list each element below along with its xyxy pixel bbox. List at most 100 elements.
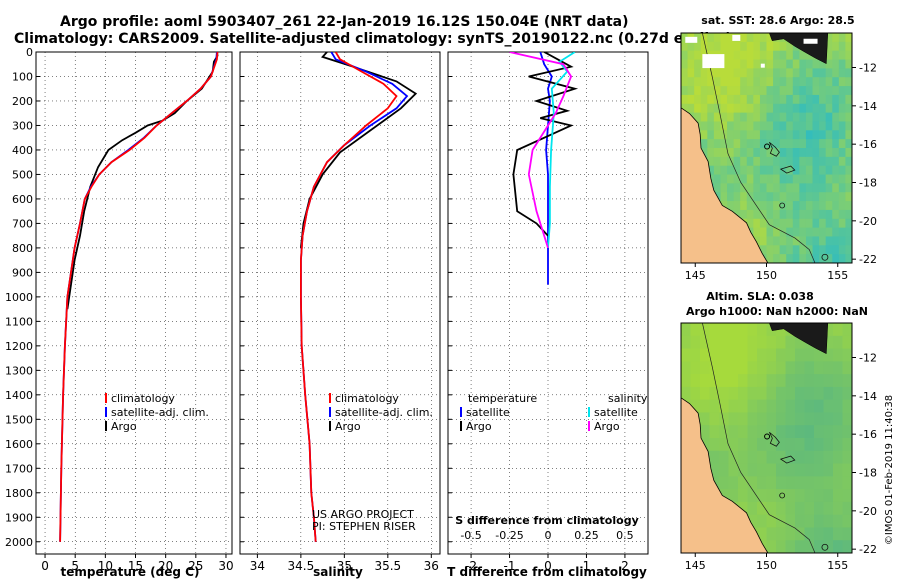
sst-map-cell	[792, 209, 800, 220]
sst-map-cell	[812, 201, 820, 211]
depth-tick-label: 0	[26, 46, 33, 59]
sst-map-cell	[832, 139, 840, 149]
sla-map-cell	[814, 514, 825, 529]
sst-map-reef	[768, 141, 780, 157]
sst-map-ytick-label: -18	[859, 177, 877, 190]
sst-map-cell	[786, 192, 794, 202]
sst-map-cell	[845, 183, 852, 193]
sst-map-cell	[786, 183, 794, 193]
sla-map-cell	[709, 323, 720, 337]
sla-map-cell	[690, 386, 701, 401]
sst-map-cell	[812, 236, 820, 246]
sst-map-cell	[700, 103, 708, 114]
sst-map-cell	[713, 103, 722, 114]
sla-map-cell	[728, 335, 739, 350]
sla-map-cell	[795, 450, 806, 465]
sst-map-cell	[707, 86, 715, 96]
sst-map-cell	[799, 59, 807, 69]
sla-map-cell	[842, 361, 852, 375]
sst-map-cell	[825, 148, 833, 158]
sst-map-cell	[759, 94, 768, 105]
sst-map-cell	[707, 77, 715, 87]
sst-map-cell	[713, 41, 722, 52]
sla-map-cell	[842, 374, 852, 388]
sst-map-cell	[786, 156, 794, 167]
sst-map-cell	[779, 103, 787, 114]
sla-map-cell	[738, 323, 749, 337]
sst-map-cell	[727, 174, 735, 184]
sla-map-cell	[700, 323, 711, 337]
sla-map-reef	[768, 431, 780, 447]
sst-map-cell	[740, 156, 748, 167]
sla-map-cell	[709, 374, 720, 388]
sst-map-cell	[773, 209, 781, 220]
sst-map-cell	[786, 59, 794, 69]
sst-map-cell	[838, 59, 847, 69]
sst-map-cell	[773, 174, 781, 184]
sst-map-cell	[759, 50, 768, 61]
sst-map-cell	[759, 112, 768, 123]
sst-map-cell	[759, 156, 768, 167]
sst-map-cell	[779, 218, 787, 229]
sst-map-cell	[727, 68, 735, 78]
sst-map-cell	[805, 254, 814, 263]
sst-map-cell	[838, 50, 847, 61]
sst-map-cell	[819, 254, 827, 263]
sst-map-cell	[700, 41, 708, 52]
sst-map-cell	[799, 77, 807, 87]
sst-map-cell	[733, 130, 741, 140]
sst-map-cell	[779, 201, 787, 211]
salinity-panel: 34 34.5 35 35.5 36 salinity climatologysatel…	[239, 51, 441, 579]
sla-map-cell	[728, 476, 739, 490]
sst-map-cell	[740, 59, 748, 69]
sst-map-field	[681, 33, 852, 263]
sst-map-cell	[713, 174, 722, 184]
sst-map-cell	[700, 139, 708, 149]
sst-map-cell	[720, 33, 728, 43]
difference-xtick-label: 0	[544, 559, 552, 573]
sla-map-cell	[823, 476, 834, 490]
sla-map-cell	[823, 501, 834, 516]
sst-map-cloud-gap	[760, 63, 765, 68]
sst-map-cell	[707, 165, 715, 176]
sst-map-cell	[812, 112, 820, 123]
sla-map-cell	[719, 374, 730, 388]
sst-map-cell	[805, 59, 814, 69]
sst-map-cell	[733, 121, 741, 131]
temperature-xtick-label: 30	[218, 559, 233, 573]
sst-map-cell	[713, 148, 722, 158]
salinity-legend-title: salinity	[608, 392, 648, 405]
sst-map-cell	[687, 59, 695, 69]
sst-map-cell	[759, 68, 768, 78]
sst-map-cell	[779, 254, 787, 263]
sst-map-cell	[819, 103, 827, 114]
sst-map-cell	[773, 121, 781, 131]
sla-map-cell	[700, 399, 711, 414]
sla-map-cell	[709, 335, 720, 350]
sst-map-cell	[838, 254, 847, 263]
sst-map-cell	[707, 139, 715, 149]
temperature-series-argo	[66, 52, 219, 310]
sst-map-cell	[727, 183, 735, 193]
sst-map-cell	[766, 86, 774, 96]
sst-map-cell	[681, 41, 689, 52]
sst-map-cell	[766, 254, 774, 263]
salinity-xtick-label: 34	[250, 559, 265, 573]
sst-map-cell	[694, 41, 702, 52]
s-difference-tick-label: -0.25	[495, 529, 523, 542]
sla-map-cell	[719, 335, 730, 350]
sst-map-cell	[727, 130, 735, 140]
sst-map-cell	[746, 218, 754, 229]
depth-tick-label: 1400	[5, 389, 33, 402]
sst-map-cell	[786, 121, 794, 131]
sla-map-cell	[728, 323, 739, 337]
sst-map-cell	[805, 50, 814, 61]
sla-map-cell	[804, 489, 815, 503]
sst-map-cell	[753, 183, 761, 193]
sst-map-title: sat. SST: 28.6 Argo: 28.5	[701, 14, 854, 27]
sst-map-cell	[838, 209, 847, 220]
sst-map-cell	[825, 156, 833, 167]
sst-map-cell	[746, 33, 754, 43]
sla-map-cell	[766, 450, 777, 465]
sla-map-cell	[833, 348, 844, 362]
